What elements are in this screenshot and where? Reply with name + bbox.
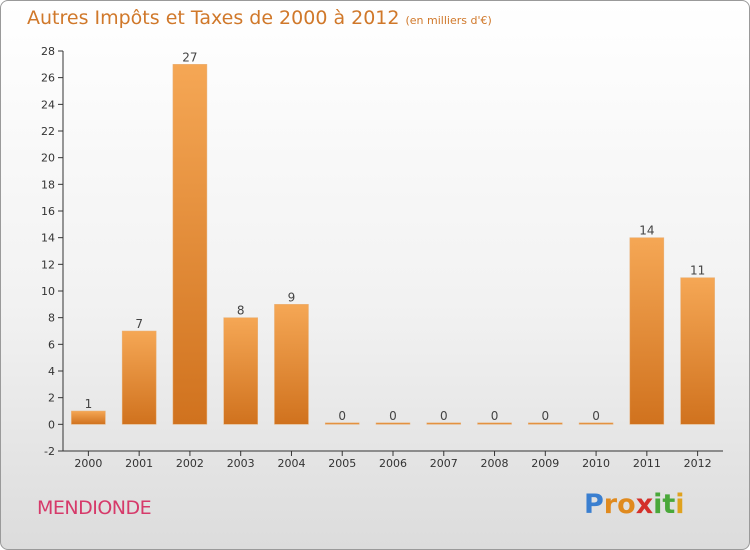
x-tick-label: 2009 (531, 457, 559, 470)
logo-letter: x (635, 489, 654, 520)
bar (426, 422, 462, 425)
y-tick-label: 10 (41, 285, 55, 298)
y-tick-label: 28 (41, 45, 55, 58)
y-tick-label: 18 (41, 178, 55, 191)
bar (274, 304, 309, 425)
data-labels: 1 7 27 8 9 0 0 0 0 0 0 14 11 (85, 50, 706, 423)
bar (223, 317, 258, 425)
y-tick-label: 12 (41, 258, 55, 271)
y-tick-label: 20 (41, 152, 55, 165)
bar (477, 422, 512, 425)
x-tick-label: 2002 (176, 457, 204, 470)
x-tick-label: 2003 (227, 457, 255, 470)
x-tick-label: 2010 (582, 457, 610, 470)
logo-letter: i (675, 489, 685, 520)
data-label: 8 (237, 304, 245, 318)
y-tick-label: 24 (41, 98, 55, 111)
data-label: 9 (288, 290, 296, 304)
y-tick-label: 8 (48, 312, 55, 325)
logo-letter: r (603, 489, 618, 520)
y-tick-label: -2 (44, 445, 55, 458)
data-label: 0 (541, 409, 549, 423)
logo-letter: P (584, 489, 604, 520)
x-tick-label: 2008 (481, 457, 509, 470)
data-label: 0 (440, 409, 448, 423)
bar (629, 237, 665, 425)
y-tick-label: 2 (48, 392, 55, 405)
y-tick-label: 6 (48, 338, 55, 351)
y-tick-label: 22 (41, 125, 55, 138)
data-label: 14 (639, 224, 654, 238)
chart-title-text: Autres Impôts et Taxes de 2000 à 2012 (27, 7, 400, 29)
data-label: 7 (135, 317, 143, 331)
x-tick-label: 2011 (633, 457, 661, 470)
data-label: 0 (338, 409, 346, 423)
bars (71, 64, 715, 425)
y-tick-label: 26 (41, 72, 55, 85)
x-tick-label: 2007 (430, 457, 458, 470)
chart-title: Autres Impôts et Taxes de 2000 à 2012 (en… (27, 7, 492, 29)
proxiti-logo[interactable]: Proxiti (584, 489, 685, 520)
logo-letter: o (617, 489, 636, 520)
y-tick-label: 4 (48, 365, 55, 378)
x-tick-label: 2004 (277, 457, 305, 470)
chart-subtitle: (en milliers d'€) (405, 14, 492, 27)
x-tick-label: 2012 (684, 457, 712, 470)
logo-letter: t (662, 489, 676, 520)
data-label: 1 (85, 397, 93, 411)
bar (324, 422, 360, 425)
bar (375, 422, 411, 425)
x-tick-label: 2001 (125, 457, 153, 470)
bar (528, 422, 563, 425)
data-label: 0 (389, 409, 397, 423)
x-tick-label: 2000 (74, 457, 102, 470)
bar (172, 64, 208, 425)
bar (680, 277, 715, 425)
x-tick-label: 2006 (379, 457, 407, 470)
data-label: 27 (182, 50, 197, 64)
data-label: 0 (491, 409, 499, 423)
x-tick-label: 2005 (328, 457, 356, 470)
bar (71, 410, 106, 425)
data-label: 0 (592, 409, 600, 423)
commune-name: MENDIONDE (37, 497, 152, 519)
bar (578, 422, 614, 425)
logo-letter: i (653, 489, 663, 520)
data-label: 11 (690, 264, 705, 278)
y-tick-label: 14 (41, 232, 55, 245)
x-axis: 2000 2001 2002 2003 2004 2005 2006 2007 2008 2009… (63, 450, 723, 470)
y-tick-label: 16 (41, 205, 55, 218)
y-tick-label: 0 (48, 418, 55, 431)
bar (121, 330, 157, 425)
